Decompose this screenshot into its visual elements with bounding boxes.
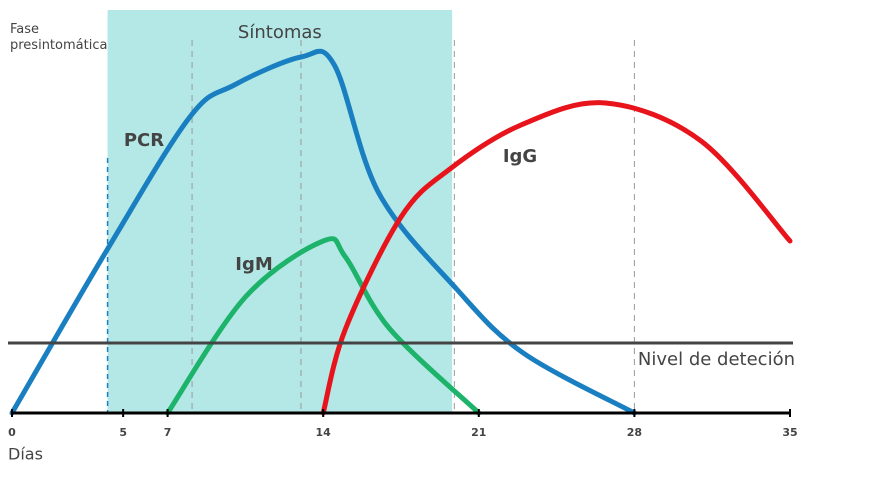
symptoms-band: [107, 10, 453, 413]
x-tick-label: 14: [316, 426, 332, 439]
x-axis-label: Días: [8, 445, 43, 464]
series-line: [320, 100, 793, 416]
phase-label: Fase presintomática: [10, 22, 107, 53]
x-tick-label: 7: [164, 426, 172, 439]
x-tick-label: 5: [119, 426, 127, 439]
series-label: IgG: [503, 146, 537, 167]
x-tick-label: 35: [782, 426, 797, 439]
series-label: IgM: [235, 254, 273, 275]
x-tick-label: 21: [471, 426, 486, 439]
detection-label: Nivel de deteción: [638, 349, 795, 370]
series-label: PCR: [124, 130, 164, 151]
x-tick-label: 0: [8, 426, 16, 439]
x-tick-label: 28: [627, 426, 642, 439]
symptoms-label: Síntomas: [238, 22, 322, 43]
series-line: [165, 236, 482, 416]
series-line: [9, 48, 637, 416]
